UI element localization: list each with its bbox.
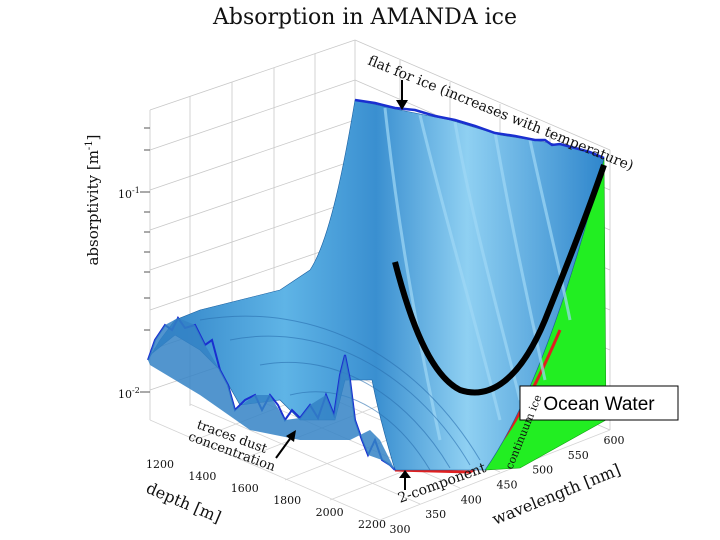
y-axis-label: wavelength [nm] — [489, 460, 623, 529]
x-axis-label: depth [m] — [143, 478, 224, 527]
wavelength-axis-ticks: 300 350 400 450 500 550 600 — [390, 434, 625, 536]
depth-tick-label: 1400 — [188, 470, 216, 483]
z-tick-exponent: -2 — [132, 386, 140, 395]
z-ticks: 10-1 10-2 — [118, 186, 140, 401]
z-axis-label-sup: -1 — [84, 140, 95, 150]
z-tick-label: 10-2 — [118, 386, 140, 401]
depth-tick-label: 1800 — [273, 494, 301, 507]
wavelength-tick-label: 400 — [461, 493, 482, 506]
z-tick-exponent: -1 — [132, 186, 140, 195]
depth-tick-label: 1200 — [146, 458, 174, 471]
top-edge-outline — [354, 98, 605, 160]
depth-tick-label: 2000 — [316, 506, 344, 519]
wavelength-tick-label: 600 — [604, 434, 625, 447]
wavelength-tick-label: 450 — [497, 479, 518, 492]
two-component-arrow — [399, 470, 411, 490]
legend-label: Ocean Water — [543, 394, 655, 415]
z-axis-label: absorptivity [m-1] — [84, 134, 102, 265]
wavelength-tick-label: 550 — [568, 449, 589, 462]
z-tick-marks — [140, 127, 150, 393]
z-axis-label-text: absorptivity [m — [84, 150, 102, 266]
wavelength-tick-label: 300 — [390, 523, 411, 536]
chart-title: Absorption in AMANDA ice — [212, 5, 517, 30]
depth-tick-label: 2200 — [358, 518, 386, 531]
z-tick-base: 10 — [118, 188, 132, 201]
depth-axis-ticks: 1200 1400 1600 1800 2000 2200 — [146, 458, 386, 531]
z-tick-label: 10-1 — [118, 186, 140, 201]
wavelength-tick-label: 500 — [532, 464, 553, 477]
dust-surface-front — [148, 318, 395, 470]
z-tick-base: 10 — [118, 388, 132, 401]
depth-tick-label: 1600 — [231, 482, 259, 495]
legend: Ocean Water — [519, 385, 679, 421]
surface-ridges — [199, 315, 481, 471]
ocean-water-curve — [392, 164, 607, 396]
wavelength-tick-label: 350 — [425, 508, 446, 521]
flat-arrow — [396, 80, 408, 110]
surface-streaks — [383, 107, 572, 441]
z-axis-label-close: ] — [84, 134, 102, 140]
dust-arrow — [275, 430, 296, 459]
